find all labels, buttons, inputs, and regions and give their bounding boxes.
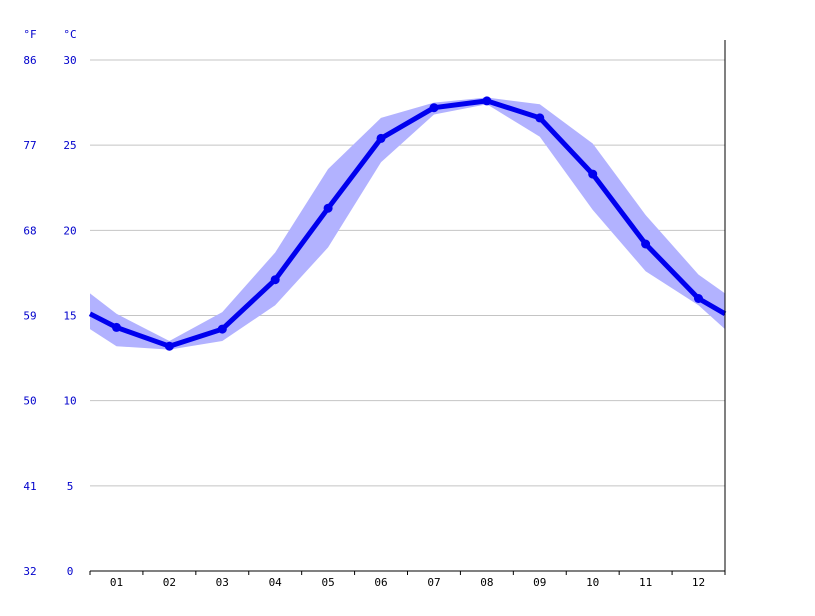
axis-layer [89,40,726,575]
grid-layer [90,59,725,487]
y-tick-celsius: 30 [63,54,76,67]
temperature-range-band [90,97,725,350]
band-layer [90,97,725,350]
x-tick-label: 11 [639,576,652,589]
data-point [270,275,280,285]
data-point [588,169,598,179]
unit-fahrenheit-label: °F [23,28,36,41]
x-tick-label: 01 [110,576,123,589]
data-point [694,294,703,303]
unit-celsius-label: °C [63,28,76,41]
y-tick-fahrenheit: 32 [23,565,36,578]
x-tick-label: 02 [163,576,176,589]
data-point [535,113,545,123]
data-point [217,324,227,334]
y-tick-fahrenheit: 77 [23,139,36,152]
y-tick-celsius: 25 [63,139,76,152]
y-tick-fahrenheit: 41 [23,480,36,493]
x-tick-label: 07 [427,576,440,589]
data-point [164,341,174,351]
y-tick-fahrenheit: 68 [23,224,36,237]
x-tick-label: 05 [321,576,334,589]
data-point [429,103,439,113]
x-tick-label: 08 [480,576,493,589]
y-tick-celsius: 5 [67,480,74,493]
data-point [482,96,492,106]
y-tick-celsius: 20 [63,224,76,237]
x-tick-label: 09 [533,576,546,589]
y-tick-fahrenheit: 86 [23,54,36,67]
x-tick-label: 03 [216,576,229,589]
data-point [376,133,386,143]
y-tick-celsius: 10 [63,395,76,408]
x-tick-label: 12 [692,576,705,589]
x-tick-label: 10 [586,576,599,589]
data-point [641,239,651,249]
data-point [112,322,121,332]
y-tick-fahrenheit: 59 [23,310,36,323]
temperature-line [88,98,727,349]
y-tick-celsius: 15 [63,310,76,323]
y-tick-celsius: 0 [67,565,74,578]
data-point [323,203,333,213]
y-tick-fahrenheit: 50 [23,395,36,408]
x-tick-label: 04 [269,576,283,589]
line-layer [88,96,727,351]
label-layer: °F °C 32 0 41 5 50 10 59 15 68 20 77 25 86 30 01 02 03 04… [23,28,705,589]
x-tick-label: 06 [374,576,387,589]
